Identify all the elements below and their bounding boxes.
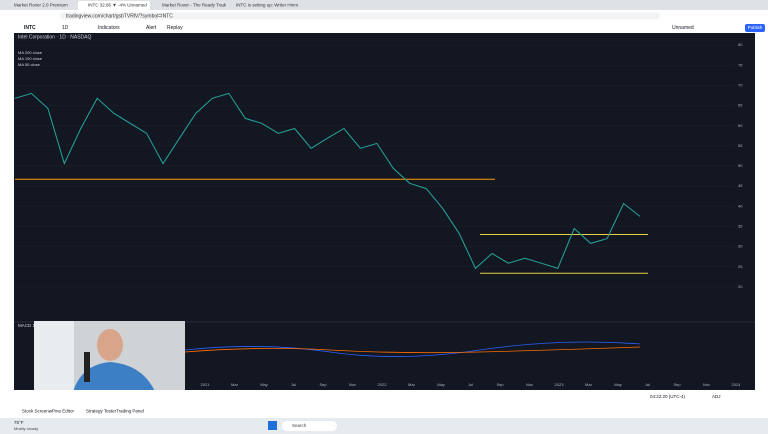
browser-tab-label: INTC is setting up: Writer Hmm	[236, 3, 298, 8]
time-tick-label: Mar	[585, 382, 593, 387]
price-tick-label: 50	[738, 163, 743, 168]
legend-entry: MA 50 close	[18, 62, 41, 67]
weather-note: Mostly cloudy	[14, 426, 38, 431]
clock: 04:22:20 (UTC-4)	[650, 394, 686, 399]
time-tick-label: Mar	[231, 382, 239, 387]
price-tick-label: 65	[738, 103, 743, 108]
alert-button[interactable]: Alert	[146, 25, 157, 31]
time-tick-label: May	[260, 382, 268, 387]
time-tick-label: May	[437, 382, 445, 387]
bottom-tabs: Stock Screener Pine Editor Strategy Tester…	[22, 409, 144, 414]
macd-line	[184, 341, 641, 357]
browser-tab[interactable]	[226, 1, 298, 10]
browser-tabs: Market Rover 2.0 Premium INTC 32.86 ▼ -4%…	[4, 1, 298, 10]
url-text: tradingview.com/chart/gsbTVRlV/?symbol=I…	[66, 13, 173, 19]
price-axis	[735, 33, 755, 390]
layout-name[interactable]: Unnamed	[672, 25, 694, 31]
time-tick-label: Nov	[349, 382, 356, 387]
time-tick-label: 2023	[555, 382, 565, 387]
legend-entry: MA 200 close	[18, 50, 43, 55]
publish-label: Publish	[748, 25, 763, 30]
browser-tab[interactable]	[4, 1, 76, 10]
price-tick-label: 25	[738, 264, 743, 269]
plot: 20 25 30 35 40 45 50 55 60 65 70 75 80 2021 Mar May Jul S…	[14, 42, 743, 387]
time-tick-label: Mar	[408, 382, 416, 387]
price-tick-label: 30	[738, 244, 743, 249]
publish-button[interactable]	[745, 24, 765, 32]
right-sidebar	[755, 33, 768, 405]
price-tick-label: 35	[738, 224, 743, 229]
price-tick-label: 55	[738, 143, 743, 148]
price-line	[14, 92, 641, 270]
tab-bar	[0, 0, 768, 10]
legend-entry: MA 100 close	[18, 56, 43, 61]
top-toolbar	[0, 22, 768, 33]
time-tick-label: Sep	[673, 382, 681, 387]
time-tick-label: May	[614, 382, 622, 387]
price-tick-label: 60	[738, 123, 743, 128]
time-tick-label: Nov	[526, 382, 533, 387]
bottom-tab[interactable]: Pine Editor	[52, 409, 75, 414]
start-button[interactable]	[268, 421, 277, 430]
time-tick-label: Jul	[645, 382, 650, 387]
url-field[interactable]	[60, 12, 660, 20]
time-tick-label: Sep	[496, 382, 504, 387]
symbol[interactable]: INTC	[24, 25, 36, 31]
time-tick-label: Jul	[291, 382, 296, 387]
search-label: Search	[292, 423, 307, 428]
search-box[interactable]	[282, 421, 337, 431]
price-tick-label: 70	[738, 82, 743, 87]
adj-toggle[interactable]: ADJ	[712, 394, 721, 399]
bottom-tab[interactable]: Trading Panel	[116, 409, 144, 414]
price-tick-label: 45	[738, 183, 743, 188]
time-tick-label: Sep	[319, 382, 327, 387]
indicators-button[interactable]: Indicators	[98, 25, 120, 31]
oscillator-label: MACD 12	[18, 323, 38, 328]
price-tick-label: 20	[738, 284, 743, 289]
time-tick-label: 2021	[201, 382, 211, 387]
browser-tab-label: Market Rover - The Ready Trader	[162, 3, 230, 8]
bottom-tab-bar	[0, 405, 768, 418]
taskbar	[0, 418, 768, 434]
interval[interactable]: 1D	[62, 25, 69, 31]
price-tick-label: 40	[738, 203, 743, 208]
left-toolbar	[0, 33, 14, 405]
bottom-tab[interactable]: Stock Screener	[22, 409, 53, 414]
signal-line	[184, 346, 641, 354]
price-tick-label: 75	[738, 62, 743, 67]
browser-tab-label: INTC 32.86 ▼ -4% Unnamed	[88, 3, 147, 8]
weather: 75°F	[14, 420, 24, 425]
browser-tab[interactable]	[78, 1, 150, 10]
bottom-tab[interactable]: Strategy Tester	[86, 409, 117, 414]
chart-title: Intel Corporation · 1D · NASDAQ	[18, 34, 91, 40]
browser-tab[interactable]	[152, 1, 224, 10]
time-tick-label: 2022	[378, 382, 388, 387]
webcam-mic	[84, 352, 90, 382]
time-tick-label: Jul	[468, 382, 473, 387]
browser-tab-label: Market Rover 2.0 Premium	[14, 3, 68, 8]
bottom-bar	[14, 390, 755, 405]
time-tick-label: 2024	[732, 382, 742, 387]
time-tick-label: Nov	[703, 382, 710, 387]
replay-button[interactable]: Replay	[167, 25, 183, 31]
price-tick-label: 80	[738, 42, 743, 47]
webcam-face	[97, 329, 123, 361]
